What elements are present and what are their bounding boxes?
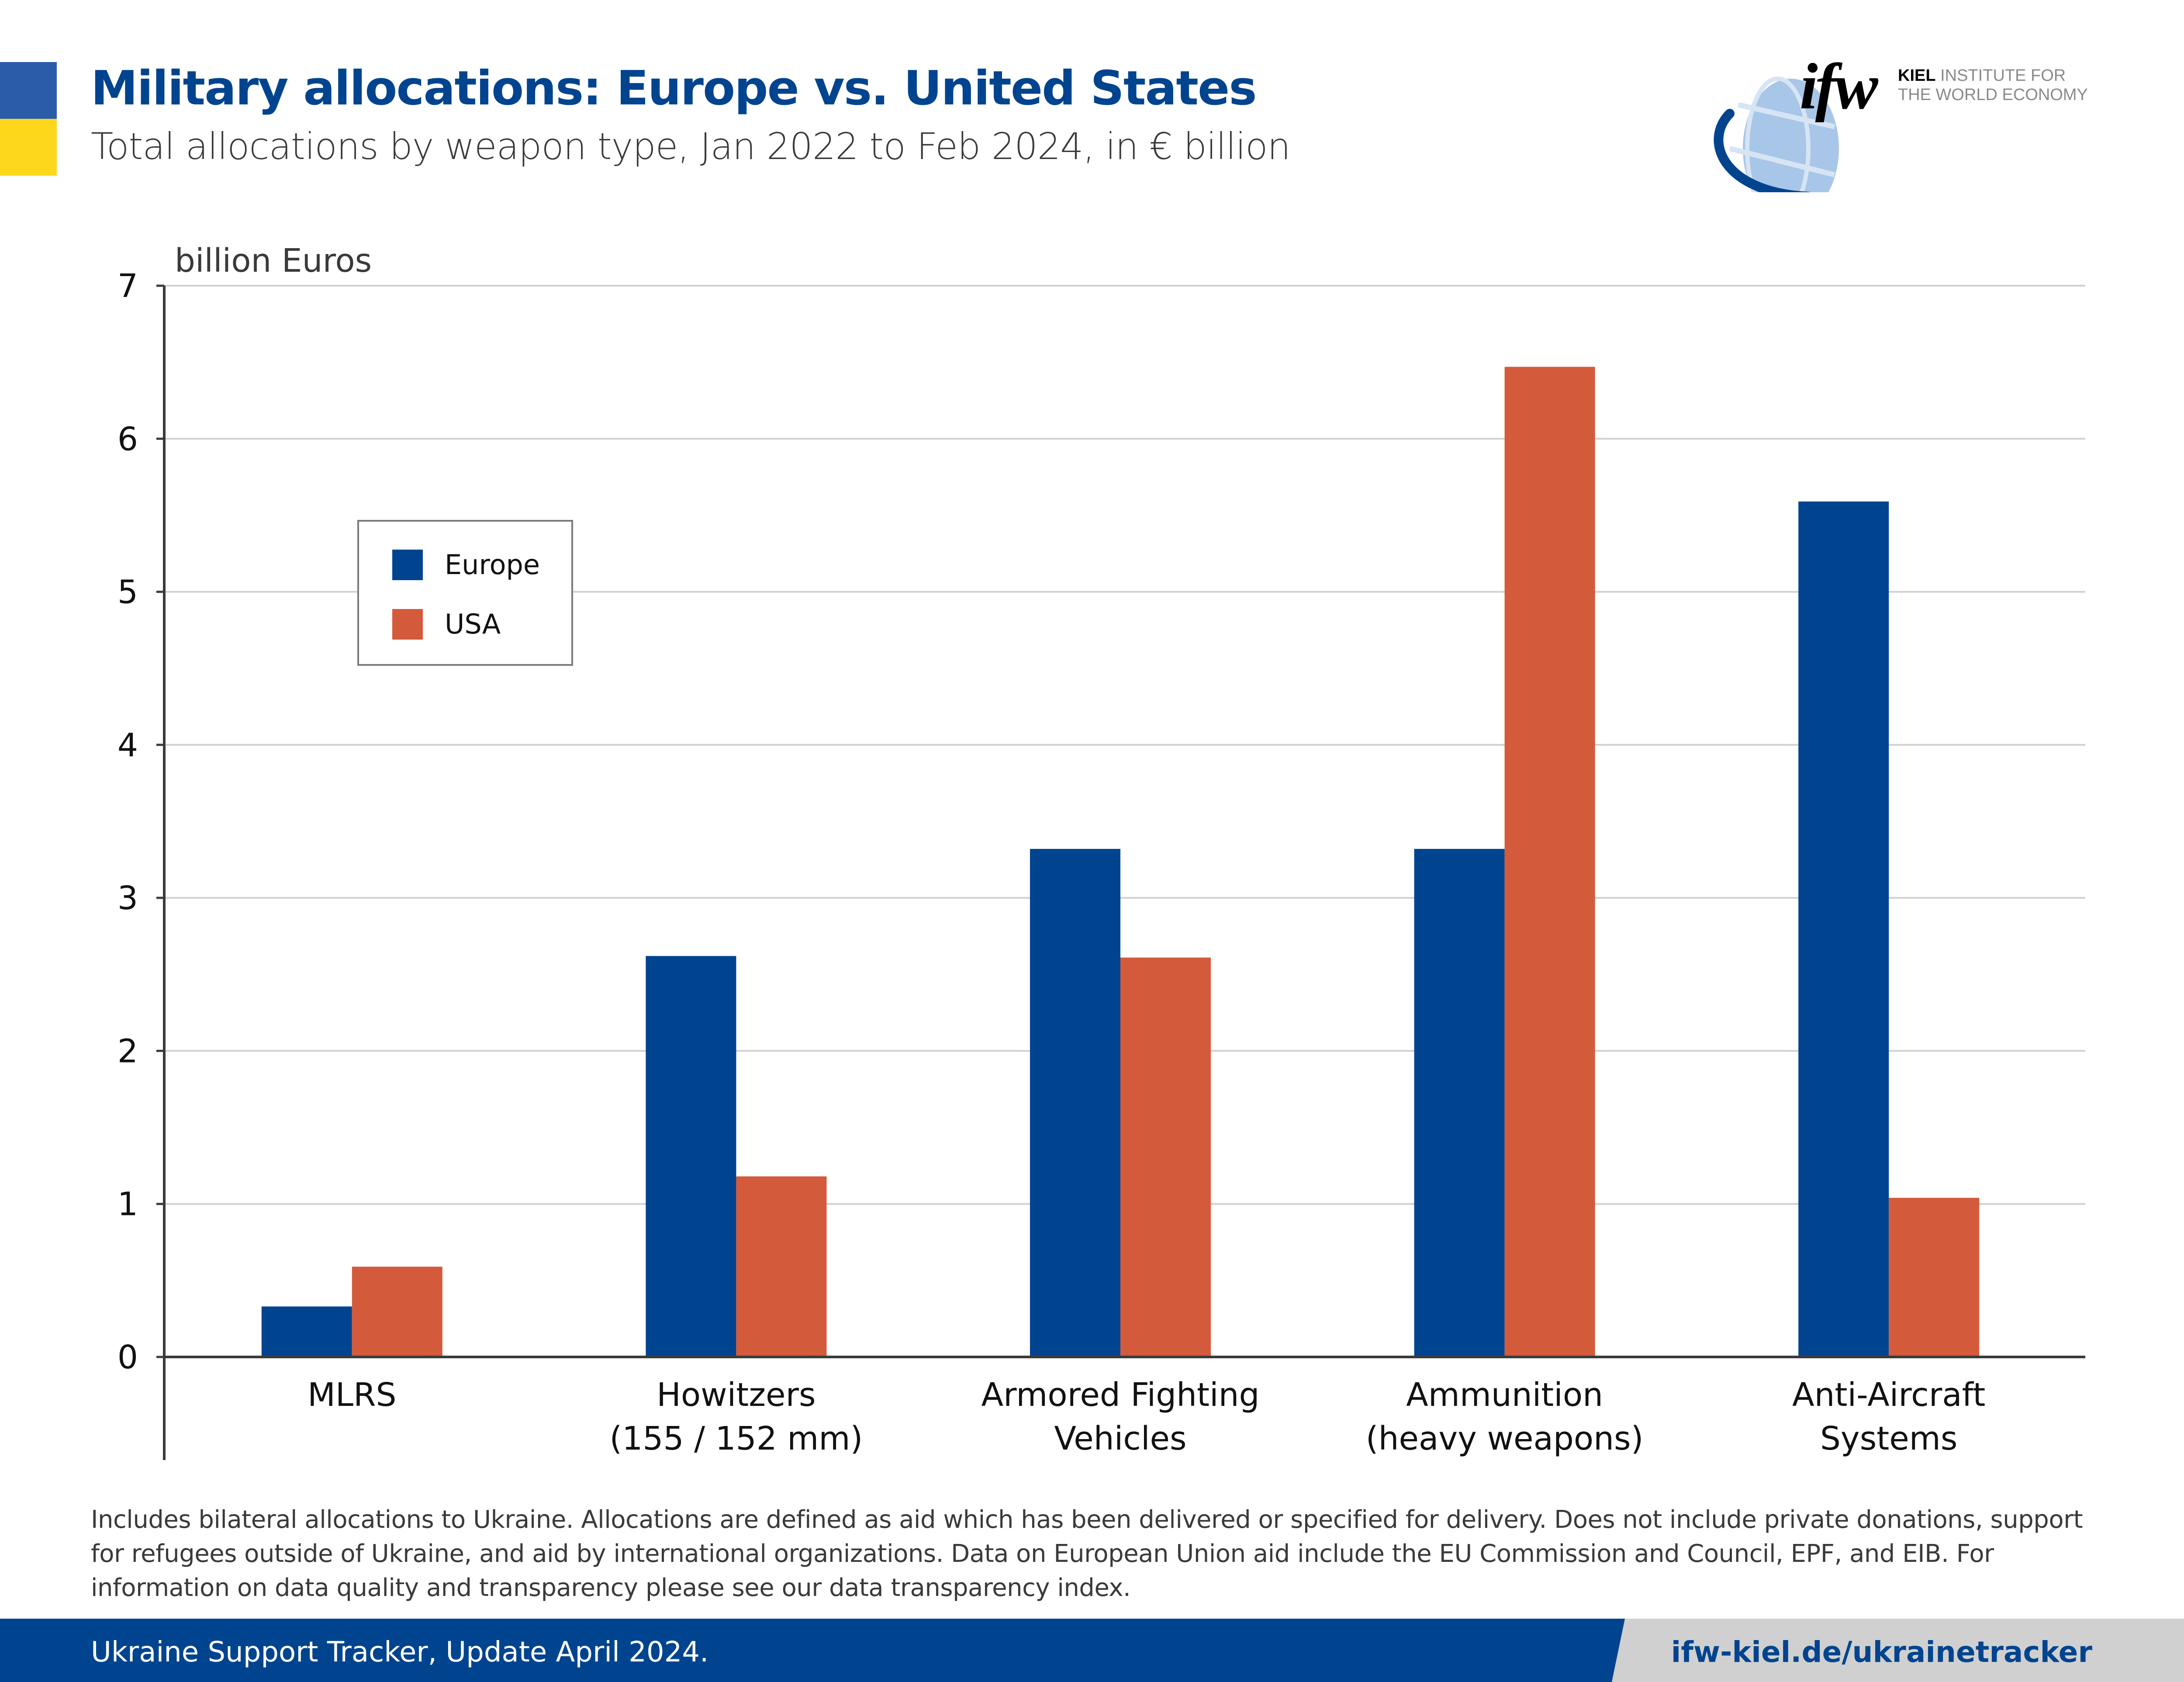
legend-item-usa: USA [392,608,501,640]
globe-icon [1714,76,1839,192]
legend-swatch-usa [392,609,423,640]
bar-usa-3 [1504,367,1595,1357]
x-tick-label: (155 / 152 mm) [609,1420,863,1457]
bar-europe-2 [1030,849,1120,1357]
logo-kiel: KIEL [1898,66,1936,85]
y-tick-label: 4 [117,727,138,764]
axes [156,284,2085,1460]
footer-blue-panel [0,1619,1625,1682]
bar-usa-2 [1120,957,1211,1357]
chart-subtitle: Total allocations by weapon type, Jan 20… [91,125,1291,168]
legend-item-europe: Europe [392,549,540,581]
logo-text-line2: THE WORLD ECONOMY [1898,86,2088,104]
x-tick-label: MLRS [308,1376,396,1414]
footer-bar: Ukraine Support Tracker, Update April 20… [0,1619,2184,1682]
footnote: Includes bilateral allocations to Ukrain… [91,1505,2083,1602]
logo-mark: ifw [1800,50,1878,123]
bar-usa-1 [736,1176,827,1357]
y-tick-label: 5 [117,574,138,611]
x-tick-label: Armored Fighting [981,1376,1260,1414]
legend-swatch-europe [392,549,423,580]
legend-label-usa: USA [445,608,501,640]
x-tick-label: Ammunition [1406,1376,1603,1414]
y-axis-label: billion Euros [175,242,372,280]
chart-title: Military allocations: Europe vs. United … [91,61,1257,116]
y-tick-label: 7 [117,267,138,305]
ukraine-flag-yellow-stripe [0,119,57,176]
x-tick-label: Systems [1820,1420,1958,1457]
bar-chart: 0 1 2 3 4 5 6 7 MLRS Howitzers (155 / 152 mm) Armo… [117,242,2085,1460]
logo-institute: INSTITUTE FOR [1935,66,2066,85]
logo-text-line1: KIEL INSTITUTE FOR [1898,66,2066,85]
legend: Europe USA [357,520,573,666]
footer-link[interactable]: ifw-kiel.de/ukrainetracker [1671,1635,2092,1669]
bar-europe-1 [646,956,736,1357]
y-tick-label: 6 [117,420,138,458]
x-tick-label: Howitzers [657,1376,816,1414]
x-tick-labels: MLRS Howitzers (155 / 152 mm) Armored Fight… [308,1376,1985,1457]
x-tick-label: Vehicles [1054,1420,1186,1457]
bar-europe-0 [261,1306,352,1357]
y-tick-label: 0 [117,1339,138,1376]
bar-usa-0 [352,1267,442,1357]
x-tick-label: Anti-Aircraft [1792,1376,1985,1414]
y-tick-label: 3 [117,879,138,917]
bar-europe-4 [1798,501,1889,1357]
legend-label-europe: Europe [445,549,540,581]
y-tick-labels: 0 1 2 3 4 5 6 7 [117,267,138,1376]
y-tick-label: 2 [117,1032,138,1070]
bar-usa-4 [1889,1197,1980,1357]
ukraine-flag-blue-stripe [0,62,57,119]
footer-source: Ukraine Support Tracker, Update April 20… [91,1636,709,1668]
y-tick-label: 1 [117,1186,138,1223]
bar-europe-3 [1414,849,1505,1357]
bars [261,367,1980,1357]
x-tick-label: (heavy weapons) [1366,1420,1644,1457]
